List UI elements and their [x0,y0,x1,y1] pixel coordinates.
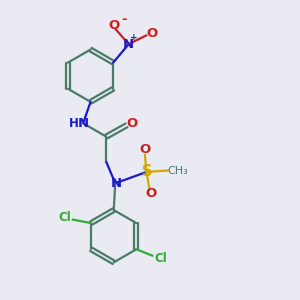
Text: O: O [145,187,157,200]
Text: CH₃: CH₃ [167,166,188,176]
Text: Cl: Cl [155,252,167,265]
Text: +: + [130,33,138,42]
Text: O: O [139,143,151,156]
Text: N: N [110,177,122,190]
Text: O: O [127,117,138,130]
Text: O: O [108,19,119,32]
Text: S: S [142,164,153,179]
Text: Cl: Cl [58,211,71,224]
Text: H: H [69,117,79,130]
Text: N: N [78,117,89,130]
Text: N: N [123,38,134,51]
Text: -: - [121,13,126,26]
Text: O: O [146,27,158,40]
